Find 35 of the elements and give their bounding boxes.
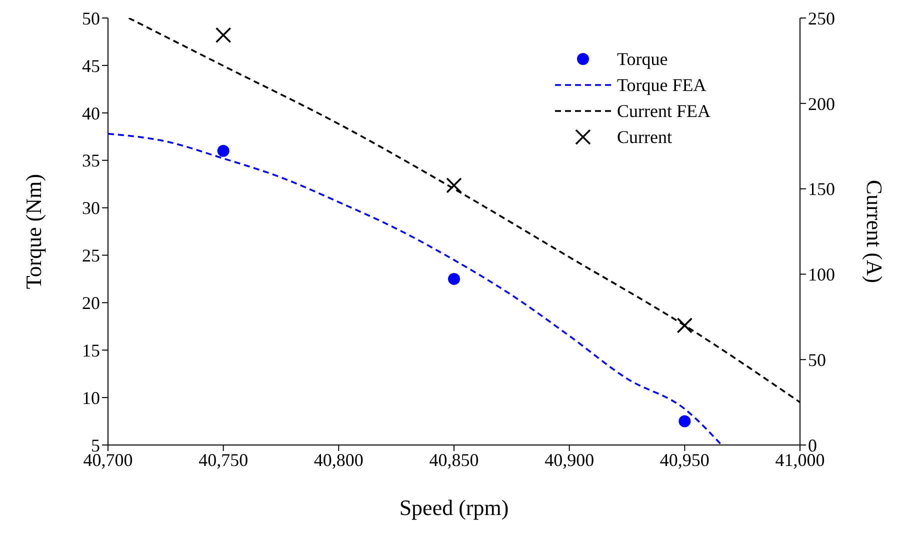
- y2-axis-title: Current (A): [862, 180, 888, 284]
- y2-tick-label: 0: [808, 435, 817, 456]
- point: [217, 144, 230, 157]
- y-axis-title: Torque (Nm): [20, 174, 46, 290]
- y2-tick-label: 200: [808, 94, 835, 114]
- x-tick-label: 40,800: [314, 450, 364, 470]
- y-tick-label: 50: [82, 8, 100, 28]
- legend-label: Current FEA: [617, 100, 710, 122]
- y2-tick-label: 100: [808, 264, 835, 285]
- y-tick-label: 10: [82, 388, 100, 408]
- legend-label: Current: [617, 126, 672, 148]
- y-tick-label: 15: [82, 340, 100, 360]
- y-tick-label: 5: [91, 435, 100, 456]
- x-tick-label: 40,850: [429, 450, 479, 470]
- point: [678, 415, 691, 428]
- y2-tick-label: 150: [808, 179, 835, 200]
- y-tick-label: 40: [82, 103, 100, 124]
- y-tick-label: 25: [82, 246, 100, 266]
- x-axis-title: Speed (rpm): [399, 495, 509, 520]
- point: [215, 27, 232, 43]
- legend-label: Torque: [617, 48, 668, 70]
- point: [446, 177, 462, 194]
- x-tick-label: 40,950: [660, 450, 710, 470]
- y-tick-label: 20: [82, 293, 100, 314]
- y2-tick-label: 50: [808, 350, 826, 370]
- y-tick-label: 45: [82, 56, 100, 76]
- line-series: [108, 132, 722, 445]
- y2-tick-label: 250: [808, 8, 835, 28]
- x-tick-label: 40,750: [198, 450, 248, 470]
- point: [676, 318, 693, 334]
- y-tick-label: 35: [82, 150, 100, 171]
- legend-label: Torque FEA: [617, 74, 706, 96]
- point: [448, 272, 460, 285]
- x-tick-label: 40,900: [544, 450, 594, 470]
- y-tick-label: 30: [82, 198, 100, 218]
